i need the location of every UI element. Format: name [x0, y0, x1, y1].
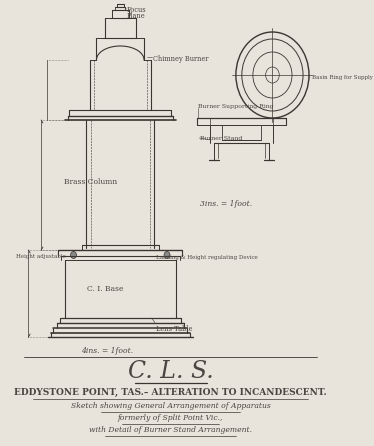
Circle shape	[71, 252, 77, 259]
Text: with Detail of Burner Stand Arrangement.: with Detail of Burner Stand Arrangement.	[89, 426, 252, 434]
Text: Burner Supporting Ring: Burner Supporting Ring	[199, 104, 274, 109]
Circle shape	[164, 252, 170, 259]
Text: C. L. S.: C. L. S.	[128, 360, 213, 383]
Text: Lens Table: Lens Table	[156, 325, 193, 333]
Text: Chimney Burner: Chimney Burner	[153, 55, 208, 63]
Text: 3ins. = 1foot.: 3ins. = 1foot.	[200, 200, 252, 208]
Text: formerly of Split Point Vic.,: formerly of Split Point Vic.,	[118, 414, 223, 422]
Text: Landing & Height regulating Device: Landing & Height regulating Device	[156, 255, 258, 260]
Text: 4ins. = 1foot.: 4ins. = 1foot.	[81, 347, 133, 355]
Text: Sketch showing General Arrangement of Apparatus: Sketch showing General Arrangement of Ap…	[71, 402, 270, 410]
Text: Plane: Plane	[127, 12, 146, 20]
Text: Brass Column: Brass Column	[64, 178, 117, 186]
Text: EDDYSTONE POINT, TAS.– ALTERATION TO INCANDESCENT.: EDDYSTONE POINT, TAS.– ALTERATION TO INC…	[14, 388, 327, 397]
Text: Burner Stand: Burner Stand	[200, 136, 243, 141]
Text: Height adjustable: Height adjustable	[16, 254, 65, 259]
Text: Focus: Focus	[127, 6, 147, 14]
Text: Basin Ring for Supply: Basin Ring for Supply	[312, 75, 373, 80]
Text: C. I. Base: C. I. Base	[87, 285, 123, 293]
